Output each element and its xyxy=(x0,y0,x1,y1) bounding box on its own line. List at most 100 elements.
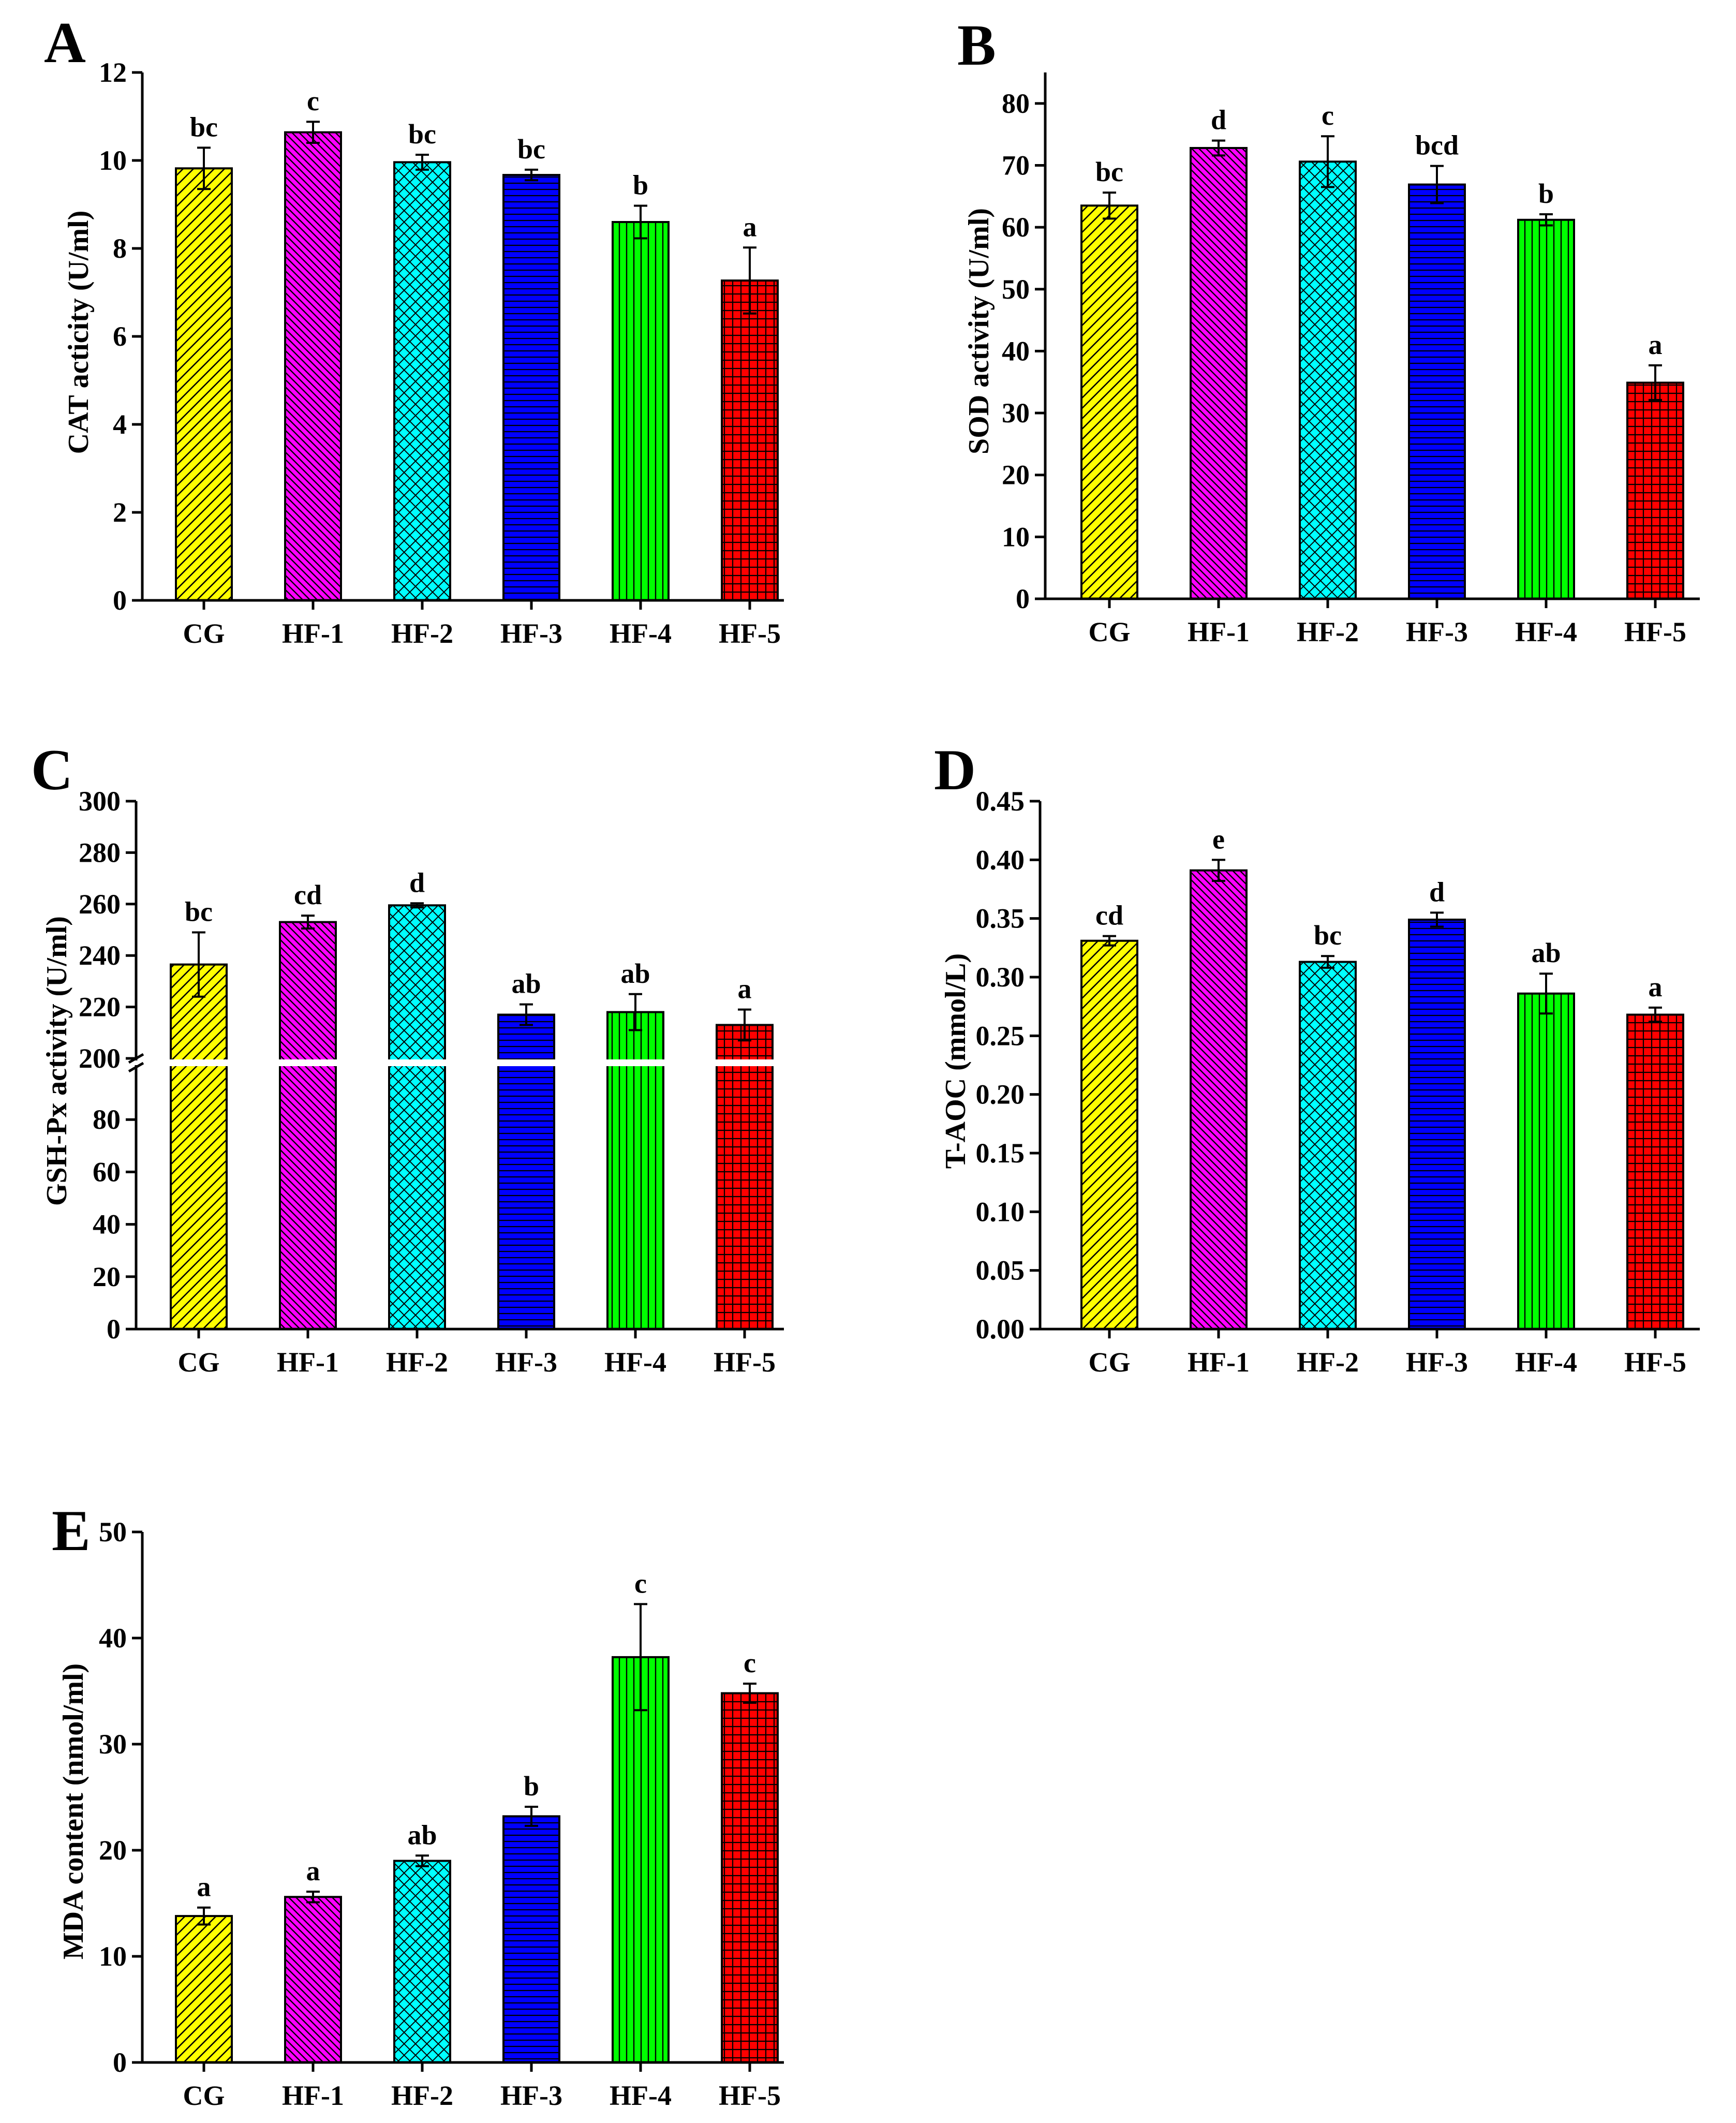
error-bar-c-hf-5 xyxy=(738,1008,751,1042)
sig-letter-d-hf-2: bc xyxy=(1314,920,1342,951)
error-bar-d-hf-4 xyxy=(1539,972,1553,1015)
panel-e: E MDA content (nmol/ml) a CG a HF-1 ab HF-2 b H… xyxy=(52,1499,784,2111)
error-bar-a-hf-1 xyxy=(306,121,320,144)
sig-letter-a-hf-4: b xyxy=(633,170,648,201)
y-tick-label-a: 10 xyxy=(99,145,127,176)
y-tick-label-b: 10 xyxy=(1002,521,1030,552)
y-tick-label-a: 8 xyxy=(113,233,127,264)
y-tick-label-d: 0.20 xyxy=(976,1079,1025,1110)
y-tick-label-e: 0 xyxy=(113,2047,127,2078)
x-tick-label-d-hf-5: HF-5 xyxy=(1624,1347,1686,1378)
y-axis-title-d: T-AOC (mmol/L) xyxy=(940,953,972,1169)
bar-d-hf-4 xyxy=(1517,992,1575,1330)
y-tick-label-d: 0.10 xyxy=(976,1196,1025,1227)
panel-letter-d: D xyxy=(934,738,976,802)
sig-letter-e-hf-1: a xyxy=(306,1855,320,1886)
y-tick-label-c: 200 xyxy=(79,1043,121,1074)
bar-d-cg xyxy=(1080,939,1138,1330)
y-tick-label-a: 0 xyxy=(113,585,127,616)
error-bar-a-hf-3 xyxy=(525,168,538,182)
error-bar-d-hf-5 xyxy=(1649,1006,1662,1023)
bar-e-hf-3 xyxy=(502,1815,560,2063)
error-bar-b-hf-4 xyxy=(1539,213,1553,227)
error-bar-b-hf-1 xyxy=(1212,139,1225,157)
bar-c-hf-5 xyxy=(716,1024,774,1330)
y-tick-label-c: 40 xyxy=(93,1209,121,1240)
plot-area-b: bc CG d HF-1 c HF-2 bcd HF-3 b HF-4 a HF-5 0 10 20 30 40… xyxy=(1002,72,1700,647)
x-tick-label-a-cg: CG xyxy=(183,618,225,649)
y-tick-label-d: 0.35 xyxy=(976,903,1025,934)
panel-b: B SOD activity (U/ml) bc CG d HF-1 c HF-2 bcd H… xyxy=(957,13,1700,647)
y-tick-label-c: 220 xyxy=(79,992,121,1023)
x-tick-label-d-hf-4: HF-4 xyxy=(1515,1347,1577,1378)
sig-letter-a-hf-5: a xyxy=(743,211,757,242)
bar-b-cg xyxy=(1080,204,1138,600)
bar-d-hf-5 xyxy=(1626,1013,1684,1330)
error-bar-e-hf-2 xyxy=(416,1854,429,1867)
y-tick-label-e: 20 xyxy=(99,1835,127,1866)
bar-e-hf-1 xyxy=(284,1896,342,2063)
sig-letter-a-hf-1: c xyxy=(307,85,319,116)
y-tick-label-c: 260 xyxy=(79,889,121,920)
x-tick-label-e-hf-2: HF-2 xyxy=(391,2080,453,2111)
sig-letter-e-cg: a xyxy=(197,1871,211,1903)
bar-b-hf-3 xyxy=(1408,183,1466,600)
x-tick-label-e-hf-5: HF-5 xyxy=(719,2080,781,2111)
y-tick-label-e: 40 xyxy=(99,1623,127,1654)
sig-letter-c-hf-1: cd xyxy=(294,879,322,910)
y-tick-label-c: 300 xyxy=(79,786,121,817)
y-axis-title-c: GSH-Px activity (U/ml) xyxy=(41,916,73,1206)
bar-e-hf-4 xyxy=(612,1656,670,2063)
y-axis-title-b: SOD activity (U/ml) xyxy=(963,208,995,454)
x-tick-label-c-hf-2: HF-2 xyxy=(386,1347,448,1378)
y-tick-label-b: 70 xyxy=(1002,150,1030,181)
sig-letter-c-hf-2: d xyxy=(409,867,425,898)
y-tick-label-b: 60 xyxy=(1002,212,1030,243)
bar-a-hf-4 xyxy=(612,221,670,601)
x-tick-label-a-hf-4: HF-4 xyxy=(610,618,672,649)
bar-b-hf-2 xyxy=(1299,160,1357,600)
x-tick-label-b-hf-4: HF-4 xyxy=(1515,616,1577,647)
bar-e-hf-2 xyxy=(393,1860,451,2063)
x-tick-label-b-hf-3: HF-3 xyxy=(1406,616,1468,647)
y-tick-label-d: 0.25 xyxy=(976,1020,1025,1051)
y-tick-label-d: 0.40 xyxy=(976,844,1025,875)
bar-c-hf-2 xyxy=(388,904,446,1331)
error-bar-c-hf-3 xyxy=(520,1003,533,1026)
sig-letter-c-hf-3: ab xyxy=(511,968,541,999)
bar-e-cg xyxy=(175,1915,233,2064)
sig-letter-b-hf-1: d xyxy=(1211,105,1226,136)
bar-a-cg xyxy=(175,167,233,601)
y-tick-label-d: 0.45 xyxy=(976,786,1025,817)
error-bar-a-hf-4 xyxy=(634,204,647,240)
panel-letter-b: B xyxy=(957,13,996,78)
sig-letter-d-hf-3: d xyxy=(1429,876,1445,907)
y-tick-label-b: 0 xyxy=(1016,583,1030,614)
y-tick-label-c: 280 xyxy=(79,837,121,868)
x-tick-label-e-hf-3: HF-3 xyxy=(500,2080,562,2111)
bar-e-hf-5 xyxy=(721,1692,779,2064)
axis-break-gap xyxy=(139,1059,787,1066)
sig-letter-c-hf-5: a xyxy=(738,974,752,1005)
y-tick-label-b: 40 xyxy=(1002,335,1030,366)
x-tick-label-c-hf-3: HF-3 xyxy=(495,1347,557,1378)
bar-c-cg xyxy=(170,963,228,1330)
bar-b-hf-1 xyxy=(1190,146,1248,600)
x-tick-label-c-hf-5: HF-5 xyxy=(714,1347,776,1378)
sig-letter-a-hf-3: bc xyxy=(517,134,545,165)
error-bar-d-hf-1 xyxy=(1212,859,1225,882)
bar-a-hf-5 xyxy=(721,279,779,601)
x-tick-label-a-hf-1: HF-1 xyxy=(282,618,344,649)
sig-letter-a-cg: bc xyxy=(190,111,218,142)
bar-c-hf-3 xyxy=(497,1013,555,1330)
x-tick-label-d-hf-2: HF-2 xyxy=(1297,1347,1359,1378)
plot-area-c: bc CG cd HF-1 d HF-2 ab HF-3 ab HF-4 a HF-5 0 20 40 60 8… xyxy=(79,786,787,1378)
y-tick-label-d: 0.05 xyxy=(976,1255,1025,1286)
y-tick-label-a: 12 xyxy=(99,57,127,88)
panel-letter-a: A xyxy=(44,11,86,75)
x-tick-label-a-hf-2: HF-2 xyxy=(391,618,453,649)
y-tick-label-e: 30 xyxy=(99,1729,127,1760)
error-bar-e-cg xyxy=(197,1906,211,1926)
bar-a-hf-3 xyxy=(502,174,560,601)
error-bar-e-hf-3 xyxy=(525,1805,538,1827)
